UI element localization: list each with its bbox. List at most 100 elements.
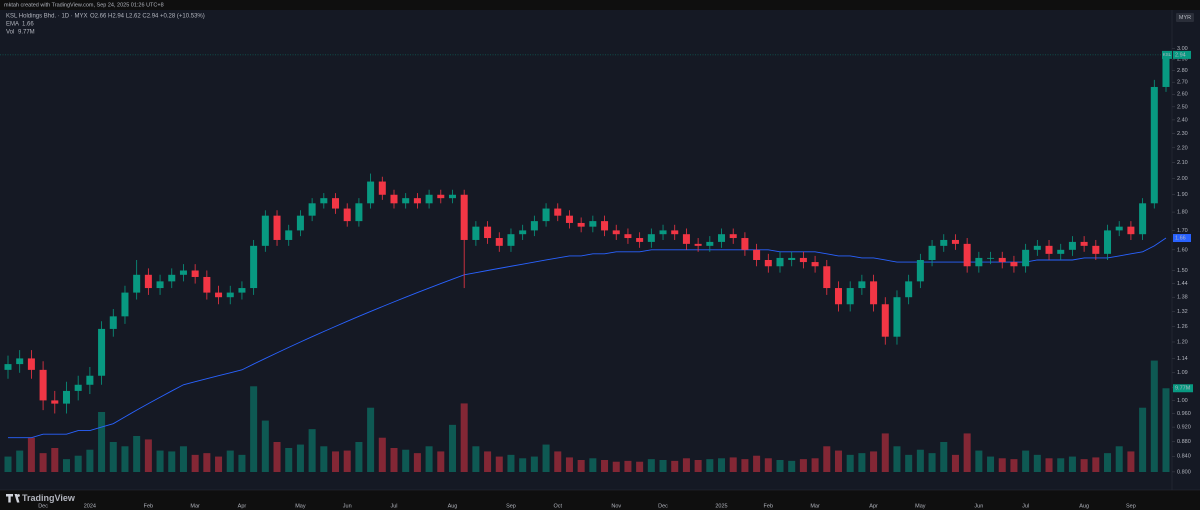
x-tick-label: May — [295, 503, 306, 509]
y-tick-label: 1.90 — [1177, 192, 1188, 198]
x-tick-label: Nov — [611, 503, 621, 509]
candle-body — [834, 288, 842, 305]
volume-bar — [753, 455, 761, 472]
ohlc-legend: O2.66 H2.94 L2.62 C2.94 +0.28 (+10.53%) — [90, 14, 205, 20]
candle-body — [718, 234, 726, 242]
x-tick-label: Sep — [1126, 503, 1136, 509]
candle-body — [51, 400, 59, 404]
volume-bar — [928, 453, 936, 472]
volume-bar — [987, 456, 995, 472]
candle-body — [799, 257, 807, 263]
volume-bar — [741, 459, 749, 472]
candle-body — [647, 234, 655, 242]
symbol: KSL Holdings Bhd. · 1D · MYX — [6, 14, 87, 20]
candle-body — [940, 239, 948, 246]
volume-bar — [682, 458, 690, 472]
price-tag — [1173, 50, 1191, 59]
candle-body — [343, 208, 351, 222]
y-tick-label: 2.90 — [1177, 57, 1188, 63]
volume-bar — [659, 460, 667, 472]
y-tick-label: 3.00 — [1177, 46, 1188, 52]
volume-bar — [905, 454, 913, 472]
candle-body — [858, 281, 866, 289]
volume-bar — [507, 454, 515, 472]
ticker-tag-label: KSL — [1163, 52, 1172, 57]
candle-body — [273, 215, 281, 240]
candles — [4, 54, 1170, 414]
candle-body — [507, 234, 515, 246]
volume-bar — [27, 437, 35, 472]
candle-body — [367, 181, 375, 204]
volume-bar — [881, 433, 889, 472]
candle-body — [402, 198, 410, 204]
candle-body — [1010, 262, 1018, 267]
volume-bar — [776, 460, 784, 472]
y-tick-label: 1.00 — [1177, 398, 1188, 404]
candle-body — [577, 222, 585, 227]
volume-bar — [296, 444, 304, 472]
volume-bar — [718, 458, 726, 472]
y-tick-label: 1.38 — [1177, 295, 1188, 301]
candle-body — [998, 257, 1006, 263]
candle-body — [1162, 54, 1170, 87]
x-tick-label: Dec — [38, 503, 48, 509]
candle-body — [1150, 86, 1158, 204]
candle-body — [975, 257, 983, 267]
x-tick-label: Jun — [343, 503, 352, 509]
x-tick-label: Jul — [1022, 503, 1029, 509]
volume-bar — [834, 450, 842, 472]
volume-bar — [858, 453, 866, 472]
price-axis — [1172, 10, 1200, 490]
candle-body — [238, 288, 246, 293]
volume-bar — [133, 436, 141, 472]
candle-body — [1068, 241, 1076, 250]
candle-body — [788, 257, 796, 260]
volume-bar — [261, 420, 269, 472]
candle-body — [191, 270, 199, 277]
volume-bar — [764, 458, 772, 472]
volume-bar — [963, 433, 971, 472]
y-tick-label: 2.30 — [1177, 131, 1188, 137]
volume-bar — [706, 459, 714, 472]
candle-body — [484, 226, 492, 239]
x-tick-label: Feb — [144, 503, 153, 509]
candle-body — [285, 230, 293, 240]
volume-bar — [437, 451, 445, 472]
volume-bar — [332, 451, 340, 472]
volume-bar — [577, 460, 585, 472]
volume-bar — [916, 449, 924, 472]
volume-bar — [109, 442, 117, 472]
candle-body — [39, 369, 47, 401]
candle-body — [378, 181, 386, 195]
currency: MYR — [1179, 15, 1191, 21]
candle-body — [1045, 245, 1053, 254]
volume-bar — [1115, 446, 1123, 472]
candle-body — [753, 249, 761, 260]
volume-bar — [413, 453, 421, 472]
volume-bar — [308, 429, 316, 472]
candle-body — [27, 358, 35, 370]
y-tick-label: 2.50 — [1177, 104, 1188, 110]
volume-bar — [484, 451, 492, 472]
candle-body — [870, 281, 878, 305]
volume-tag — [1173, 384, 1193, 393]
candle-body — [694, 243, 702, 246]
volume-bar — [250, 386, 258, 472]
volume-bar — [1057, 458, 1065, 472]
candle-body — [168, 274, 176, 282]
volume-bar — [472, 446, 480, 472]
volume-bar — [86, 449, 94, 472]
y-tick-label: 1.26 — [1177, 324, 1188, 330]
volume-bar — [273, 442, 281, 472]
volume-bar — [811, 458, 819, 472]
candle-body — [133, 274, 141, 293]
candle-body — [823, 266, 831, 289]
volume-bar — [156, 450, 164, 472]
candle-body — [846, 288, 854, 305]
volume-bar — [1080, 459, 1088, 472]
volume-bar — [1022, 450, 1030, 472]
x-tick-label: Mar — [190, 503, 200, 509]
candle-body — [1080, 241, 1088, 246]
volume-bar — [448, 424, 456, 472]
